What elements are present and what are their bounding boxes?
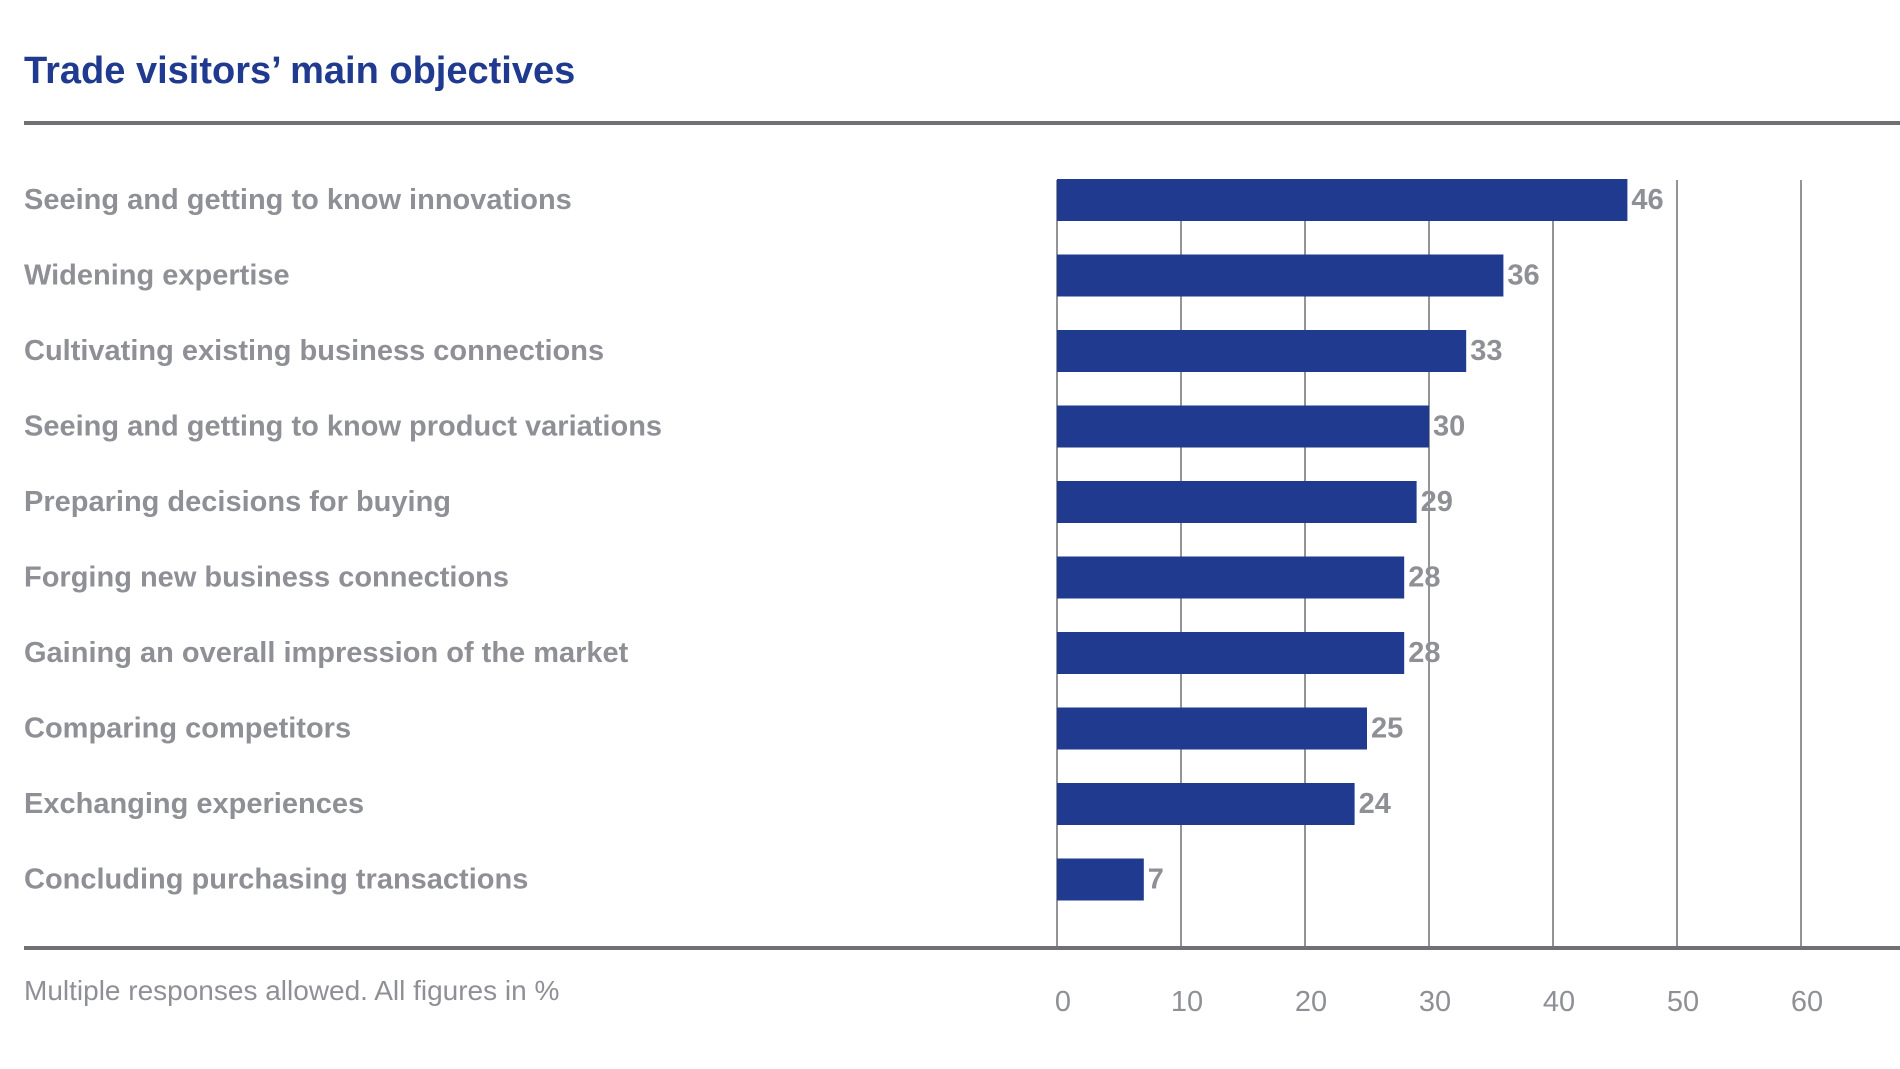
bar bbox=[1057, 330, 1467, 372]
title-divider bbox=[24, 121, 1900, 125]
chart-title: Trade visitors’ main objectives bbox=[24, 50, 576, 92]
category-label: Gaining an overall impression of the mar… bbox=[24, 637, 629, 669]
value-label: 28 bbox=[1408, 562, 1440, 594]
x-tick-label: 0 bbox=[1055, 986, 1071, 1018]
x-tick-label: 60 bbox=[1791, 986, 1823, 1018]
value-label: 7 bbox=[1148, 864, 1164, 896]
category-label: Preparing decisions for buying bbox=[24, 486, 451, 518]
x-tick-label: 10 bbox=[1171, 986, 1203, 1018]
value-label: 30 bbox=[1433, 411, 1465, 443]
category-label: Cultivating existing business connection… bbox=[24, 335, 604, 367]
footnote: Multiple responses allowed. All figures … bbox=[24, 975, 560, 1006]
bar bbox=[1057, 481, 1417, 523]
value-label: 33 bbox=[1470, 335, 1502, 367]
bar bbox=[1057, 179, 1628, 221]
value-label: 46 bbox=[1631, 184, 1663, 216]
bar bbox=[1057, 254, 1504, 297]
x-tick-label: 20 bbox=[1295, 986, 1327, 1018]
x-tick-label: 40 bbox=[1543, 986, 1575, 1018]
category-label: Comparing competitors bbox=[24, 713, 351, 745]
value-label: 24 bbox=[1359, 788, 1391, 820]
x-tick-label: 50 bbox=[1667, 986, 1699, 1018]
bar bbox=[1057, 707, 1367, 750]
value-label: 29 bbox=[1421, 486, 1453, 518]
value-label: 36 bbox=[1507, 260, 1539, 292]
category-label: Widening expertise bbox=[24, 260, 290, 292]
axis-baseline bbox=[24, 946, 1900, 950]
bar bbox=[1057, 556, 1405, 599]
value-label: 28 bbox=[1408, 637, 1440, 669]
category-label: Seeing and getting to know product varia… bbox=[24, 411, 662, 443]
bar bbox=[1057, 858, 1144, 901]
bar bbox=[1057, 405, 1429, 448]
bar bbox=[1057, 783, 1355, 825]
category-label: Exchanging experiences bbox=[24, 788, 364, 820]
category-label: Forging new business connections bbox=[24, 562, 509, 594]
category-label: Concluding purchasing transactions bbox=[24, 864, 528, 896]
x-tick-label: 30 bbox=[1419, 986, 1451, 1018]
category-label: Seeing and getting to know innovations bbox=[24, 184, 572, 216]
bar bbox=[1057, 632, 1405, 674]
value-label: 25 bbox=[1371, 713, 1403, 745]
